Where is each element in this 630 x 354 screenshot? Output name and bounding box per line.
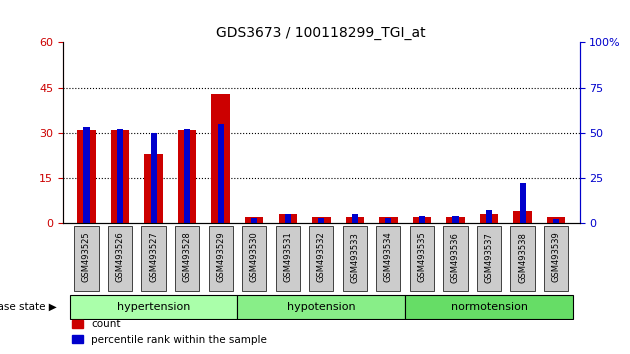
Bar — [312, 217, 331, 223]
Bar — [184, 129, 190, 223]
Bar — [520, 183, 525, 223]
Text: GSM493527: GSM493527 — [149, 232, 158, 282]
Text: GSM493537: GSM493537 — [484, 232, 493, 282]
Text: GSM493536: GSM493536 — [451, 232, 460, 282]
Bar — [346, 217, 364, 223]
Bar — [245, 217, 263, 223]
Text: disease state ▶: disease state ▶ — [0, 302, 57, 312]
FancyBboxPatch shape — [142, 226, 166, 291]
FancyBboxPatch shape — [405, 295, 573, 319]
Text: GSM493528: GSM493528 — [183, 232, 192, 282]
Bar — [251, 218, 257, 223]
Text: GSM493531: GSM493531 — [284, 232, 292, 282]
Bar — [217, 124, 224, 223]
FancyBboxPatch shape — [74, 226, 98, 291]
FancyBboxPatch shape — [209, 226, 232, 291]
Bar — [480, 214, 498, 223]
Bar — [178, 130, 197, 223]
Text: GSM493539: GSM493539 — [552, 232, 561, 282]
Bar — [77, 130, 96, 223]
Bar — [151, 133, 157, 223]
Bar — [83, 127, 89, 223]
Bar — [446, 217, 465, 223]
Text: GSM493534: GSM493534 — [384, 232, 393, 282]
FancyBboxPatch shape — [175, 226, 199, 291]
Text: hypertension: hypertension — [117, 302, 190, 312]
Bar — [452, 216, 459, 223]
FancyBboxPatch shape — [276, 226, 300, 291]
Text: GSM493525: GSM493525 — [82, 232, 91, 282]
Text: GSM493526: GSM493526 — [115, 232, 125, 282]
Bar — [111, 130, 129, 223]
Bar — [386, 218, 391, 223]
Text: GSM493532: GSM493532 — [317, 232, 326, 282]
FancyBboxPatch shape — [309, 226, 333, 291]
Bar — [285, 214, 291, 223]
Bar — [117, 129, 123, 223]
Text: GSM493533: GSM493533 — [350, 232, 359, 282]
FancyBboxPatch shape — [108, 226, 132, 291]
Bar — [547, 217, 565, 223]
FancyBboxPatch shape — [510, 226, 535, 291]
Bar — [413, 217, 431, 223]
FancyBboxPatch shape — [238, 295, 405, 319]
Bar — [318, 218, 324, 223]
Bar — [144, 154, 163, 223]
Text: hypotension: hypotension — [287, 302, 355, 312]
FancyBboxPatch shape — [410, 226, 434, 291]
Bar — [486, 210, 492, 223]
Text: GSM493535: GSM493535 — [418, 232, 427, 282]
FancyBboxPatch shape — [444, 226, 467, 291]
FancyBboxPatch shape — [477, 226, 501, 291]
FancyBboxPatch shape — [242, 226, 266, 291]
Bar — [212, 94, 230, 223]
Bar — [352, 214, 358, 223]
Bar — [553, 219, 559, 223]
Bar — [513, 211, 532, 223]
Text: GSM493538: GSM493538 — [518, 232, 527, 282]
Legend: count, percentile rank within the sample: count, percentile rank within the sample — [68, 315, 271, 349]
FancyBboxPatch shape — [343, 226, 367, 291]
Text: normotension: normotension — [450, 302, 527, 312]
FancyBboxPatch shape — [376, 226, 401, 291]
FancyBboxPatch shape — [544, 226, 568, 291]
Bar — [278, 214, 297, 223]
Text: GSM493529: GSM493529 — [216, 232, 225, 282]
FancyBboxPatch shape — [70, 295, 238, 319]
Text: GSM493530: GSM493530 — [249, 232, 259, 282]
Title: GDS3673 / 100118299_TGI_at: GDS3673 / 100118299_TGI_at — [217, 26, 426, 40]
Bar — [379, 217, 398, 223]
Bar — [419, 216, 425, 223]
